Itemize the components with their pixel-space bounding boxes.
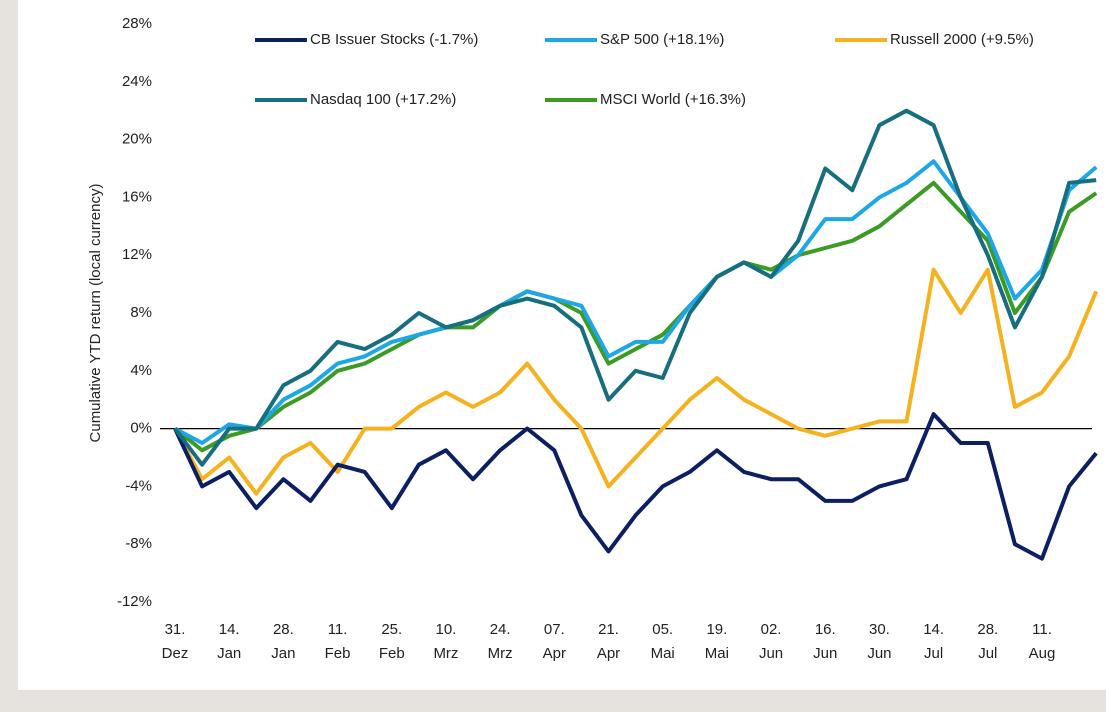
x-tick-label: 11. Feb [325, 621, 351, 662]
x-tick-label: 19. Mai [705, 621, 729, 662]
x-tick-label: 14. Jan [217, 621, 241, 662]
x-tick-label: 10. Mrz [433, 621, 458, 662]
x-tick-label: 02. Jun [759, 621, 783, 662]
x-tick-label: 25. Feb [379, 621, 405, 662]
y-axis-label: Cumulative YTD return (local currency) [87, 184, 104, 443]
x-tick-label: 30. Jun [867, 621, 891, 662]
x-tick-label: 14. Jul [923, 621, 944, 662]
series-line [173, 180, 1098, 453]
x-tick-label: 31. Dez [162, 621, 189, 662]
x-tick-label: 24. Mrz [488, 621, 513, 662]
x-tick-label: 05. Mai [651, 621, 675, 662]
x-tick-label: 07. Apr [543, 621, 566, 662]
x-tick-label: 16. Jun [813, 621, 837, 662]
series-line [173, 108, 1097, 467]
y-tick-label: 4% [130, 362, 152, 379]
x-tick-label: 11. Aug [1029, 621, 1056, 662]
legend-label: Nasdaq 100 (+17.2%) [310, 91, 456, 108]
y-tick-label: 28% [122, 15, 152, 32]
x-tick-label: 28. Jul [977, 621, 998, 662]
y-tick-label: 20% [122, 131, 152, 148]
series-line [173, 412, 1098, 561]
series-line [173, 267, 1099, 496]
panel [18, 0, 1106, 690]
x-tick-label: 21. Apr [597, 621, 620, 662]
y-tick-label: 24% [122, 73, 152, 90]
legend-label: Russell 2000 (+9.5%) [890, 31, 1034, 48]
y-tick-label: 0% [130, 420, 152, 437]
series-line [174, 159, 1098, 445]
legend-label: S&P 500 (+18.1%) [600, 31, 724, 48]
y-tick-label: 12% [122, 246, 152, 263]
x-tick-label: 28. Jan [271, 621, 295, 662]
legend-label: CB Issuer Stocks (-1.7%) [310, 31, 478, 48]
legend-label: MSCI World (+16.3%) [600, 91, 746, 108]
y-tick-label: 16% [122, 188, 152, 205]
y-tick-label: -8% [125, 535, 152, 552]
y-tick-label: -4% [125, 477, 152, 494]
y-tick-label: -12% [117, 593, 152, 610]
y-tick-label: 8% [130, 304, 152, 321]
